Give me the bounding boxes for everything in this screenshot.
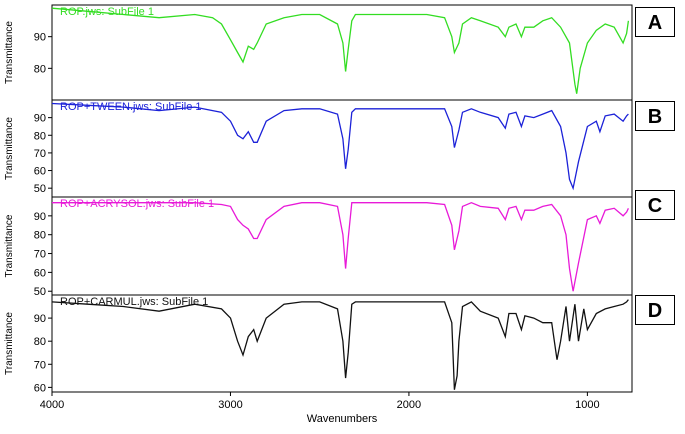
spectrum-line-d — [52, 299, 629, 390]
y-tick-label-a-90: 90 — [34, 32, 46, 44]
y-tick-label-b-80: 80 — [34, 130, 46, 142]
panel-title-d: ROP+CARMUL.jws: SubFile 1 — [60, 296, 208, 308]
y-tick-label-d-70: 70 — [34, 359, 46, 371]
y-tick-label-b-60: 60 — [34, 166, 46, 178]
y-axis-label-b: Transmittance — [4, 117, 15, 180]
x-tick-label-2000: 2000 — [397, 399, 421, 411]
y-axis-label-c: Transmittance — [4, 214, 15, 277]
y-tick-label-c-70: 70 — [34, 249, 46, 261]
y-tick-label-b-90: 90 — [34, 113, 46, 125]
spectrum-line-a — [52, 7, 630, 94]
x-tick-label-3000: 3000 — [218, 399, 242, 411]
y-tick-label-b-50: 50 — [34, 183, 46, 195]
x-tick-label-4000: 4000 — [40, 399, 64, 411]
panel-frame-d — [51, 294, 633, 393]
panel-label-b: B — [635, 101, 675, 131]
panel-label-d: D — [635, 295, 675, 325]
panel-label-a: A — [635, 7, 675, 37]
panel-frame-c — [51, 196, 633, 296]
y-tick-label-c-90: 90 — [34, 211, 46, 223]
y-tick-label-d-60: 60 — [34, 382, 46, 394]
x-tick-label-1000: 1000 — [575, 399, 599, 411]
y-axis-label-d: Transmittance — [4, 312, 15, 375]
panel-title-a: ROP.jws: SubFile 1 — [60, 6, 154, 18]
y-tick-label-c-50: 50 — [34, 286, 46, 298]
y-tick-label-c-80: 80 — [34, 230, 46, 242]
y-tick-label-c-60: 60 — [34, 267, 46, 279]
y-tick-label-d-80: 80 — [34, 336, 46, 348]
x-axis-label: Wavenumbers — [307, 413, 378, 425]
y-tick-label-d-90: 90 — [34, 313, 46, 325]
panel-frame-b — [51, 99, 633, 198]
y-tick-label-b-70: 70 — [34, 148, 46, 160]
spectrum-line-b — [52, 102, 629, 191]
spectrum-line-c — [52, 201, 629, 292]
panel-title-b: ROP+TWEEN.jws: SubFile 1 — [60, 101, 202, 113]
panel-title-c: ROP+ACRYSOL.jws: SubFile 1 — [60, 198, 214, 210]
y-tick-label-a-80: 80 — [34, 63, 46, 75]
panel-label-c: C — [635, 190, 675, 220]
y-axis-label-a: Transmittance — [4, 21, 15, 84]
panel-frame-a — [51, 4, 633, 101]
